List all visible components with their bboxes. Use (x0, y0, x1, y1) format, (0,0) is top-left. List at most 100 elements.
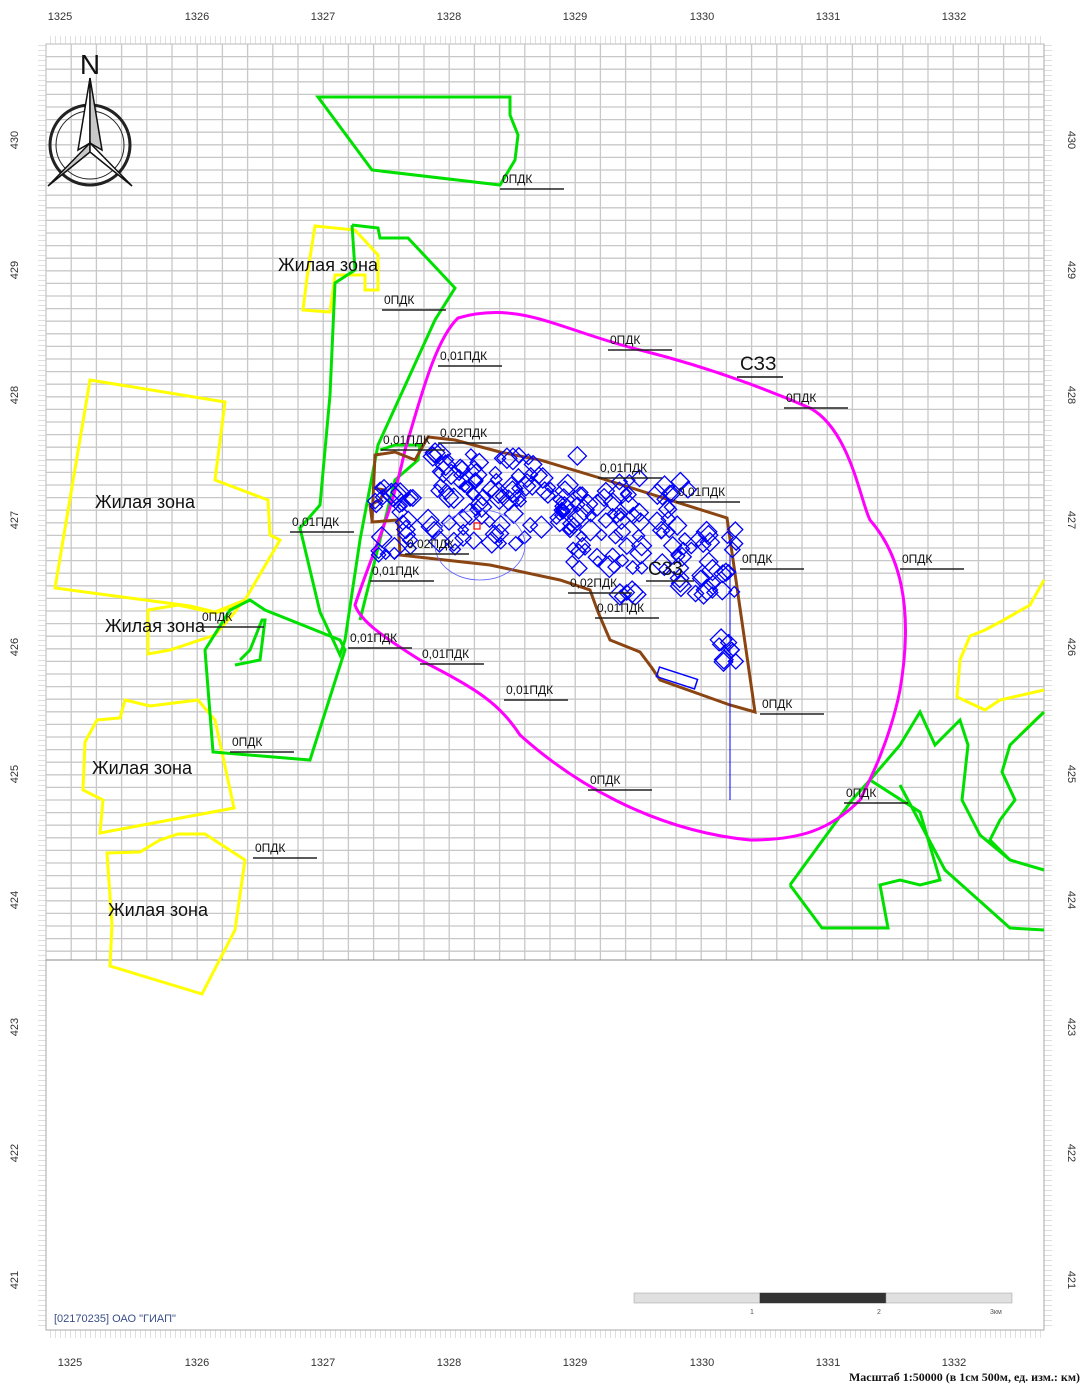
emission-source (497, 489, 520, 512)
isoline-label: 0,01ПДК (440, 349, 487, 363)
emission-source (711, 637, 727, 652)
emission-source (490, 514, 511, 535)
emission-source (507, 488, 527, 508)
emission-source (728, 536, 744, 552)
isoline-label: 0,01ПДК (506, 683, 553, 697)
emission-source (488, 465, 503, 480)
emission-source (727, 652, 745, 670)
isoline-label: 0,01ПДК (350, 631, 397, 645)
x-tick-label: 1328 (437, 11, 461, 23)
emission-source (442, 487, 465, 510)
x-axis-bottom: 1325 1326 1327 1328 1329 1330 1331 1332 (58, 1357, 966, 1369)
emission-source (392, 499, 407, 514)
y-tick-label: 428 (1065, 386, 1077, 404)
emission-source (623, 582, 647, 607)
emission-source (396, 499, 409, 513)
emission-source (510, 467, 527, 484)
emission-source (440, 463, 463, 486)
y-tick-label: 427 (9, 511, 21, 529)
emission-source (694, 535, 712, 554)
emission-source (494, 536, 508, 550)
isoline-label: 0,02ПДК (407, 537, 454, 551)
residential-zone-east1 (955, 579, 1046, 712)
y-tick-label: 421 (1065, 1271, 1077, 1289)
emission-source (379, 548, 392, 561)
emission-source (529, 466, 549, 485)
y-tick-label: 429 (1065, 261, 1077, 279)
emission-source (662, 484, 682, 503)
emission-source (465, 486, 481, 502)
emission-source (484, 524, 505, 545)
emission-source (470, 493, 490, 513)
emission-source (671, 546, 693, 568)
emission-source (678, 480, 698, 499)
emission-source (511, 482, 524, 495)
emission-source (403, 488, 423, 508)
emission-source (698, 524, 719, 546)
isoline-label: 0ПДК (762, 697, 792, 711)
residential-zone-north (301, 224, 380, 314)
isoline-label: 0ПДК (610, 333, 640, 347)
scale-bar: 1 2 3км (633, 1292, 1013, 1316)
x-tick-label: 1328 (437, 1357, 461, 1369)
emission-source (719, 633, 738, 652)
emission-source (473, 507, 491, 525)
y-tick-label: 423 (1065, 1018, 1077, 1036)
emission-source (402, 492, 418, 508)
y-tick-label: 427 (1065, 511, 1077, 529)
emission-source (437, 483, 455, 501)
x-tick-label: 1327 (311, 1357, 335, 1369)
emission-source (566, 505, 589, 528)
scale-caption: Масштаб 1:50000 (в 1см 500м, ед. изм.: к… (848, 1370, 1080, 1384)
x-tick-label: 1332 (942, 1357, 966, 1369)
emission-source (519, 472, 535, 489)
right-tick-ruler (1044, 44, 1052, 1330)
isoline-west-inner (358, 443, 422, 621)
emission-source (691, 569, 710, 588)
isoline-southwest-inner (234, 618, 267, 667)
emission-source (726, 521, 744, 538)
y-tick-label: 421 (9, 1271, 21, 1289)
y-tick-label: 424 (9, 891, 21, 909)
isoline-west-main (298, 223, 457, 660)
isoline-label: 0,01ПДК (422, 647, 469, 661)
isoline-label: 0,01ПДК (600, 461, 647, 475)
emission-source (510, 446, 528, 464)
emission-source (495, 447, 518, 470)
emission-source (467, 471, 484, 489)
emission-source (571, 486, 589, 503)
emission-source (381, 484, 405, 508)
isoline-label: 0ПДК (202, 610, 232, 624)
source-rect (655, 666, 699, 690)
emission-source (608, 583, 632, 606)
x-tick-label: 1332 (942, 11, 966, 23)
y-tick-label: 425 (9, 765, 21, 783)
emission-source (612, 522, 632, 541)
emission-source (630, 469, 649, 488)
y-tick-label: 422 (1065, 1144, 1077, 1162)
emission-source (469, 452, 490, 473)
emission-source (651, 553, 673, 575)
residential-zone-west-label: Жилая зона (95, 492, 196, 512)
isoline-label: 0ПДК (502, 172, 532, 186)
emission-source (387, 546, 401, 560)
emission-source (728, 585, 741, 599)
x-axis-top: 1325 1326 1327 1328 1329 1330 1331 1332 (48, 11, 966, 23)
emission-source (597, 554, 622, 579)
emission-source (716, 562, 736, 583)
x-tick-label: 1330 (690, 1357, 714, 1369)
residential-zone-south1-label: Жилая зона (92, 758, 193, 778)
isoline-label: 0,01ПДК (292, 515, 339, 529)
emission-source (634, 560, 649, 575)
emission-source (370, 542, 387, 560)
emission-source (624, 506, 643, 525)
residential-zone-southwest-label: Жилая зона (105, 616, 206, 636)
emission-source (587, 547, 607, 567)
scalebar-tick: 3км (990, 1309, 1002, 1316)
isoline-label: 0ПДК (786, 391, 816, 405)
isoline-east1 (788, 778, 942, 930)
emission-source (723, 541, 741, 559)
emission-source (457, 523, 470, 536)
org-label: [02170235] ОАО "ГИАП" (54, 1313, 176, 1325)
emission-source (657, 499, 678, 520)
